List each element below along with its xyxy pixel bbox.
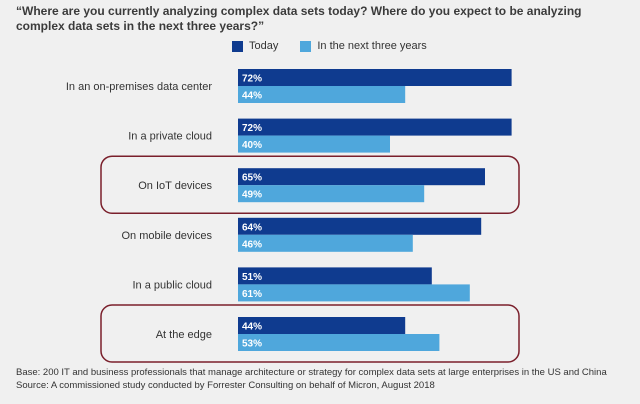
bar-future-at-the-edge (238, 334, 440, 351)
chart-footer: Base: 200 IT and business professionals … (16, 366, 636, 392)
legend-item-future: In the next three years (300, 40, 427, 52)
data-label-future-in-a-public-cloud: 61% (242, 289, 262, 300)
source-note: Source: A commissioned study conducted b… (16, 380, 435, 391)
bar-future-in-a-private-cloud (238, 135, 390, 153)
bar-future-in-a-public-cloud (238, 284, 470, 302)
highlight-box-on-iot-devices (100, 155, 520, 214)
bar-today-on-iot-devices (238, 168, 485, 186)
legend-item-today: Today (232, 40, 278, 52)
highlight-box-at-the-edge (100, 304, 520, 363)
category-label-at-the-edge: At the edge (156, 329, 212, 341)
category-label-on-mobile-devices: On mobile devices (122, 230, 213, 242)
category-label-in-a-private-cloud: In a private cloud (128, 131, 212, 143)
data-label-future-in-an-on-premises-data-center: 44% (242, 91, 262, 102)
data-label-future-in-a-private-cloud: 40% (242, 140, 262, 151)
data-label-today-at-the-edge: 44% (242, 322, 262, 333)
legend-label-today: Today (249, 40, 279, 52)
bar-future-on-mobile-devices (238, 234, 413, 252)
data-label-today-in-a-private-cloud: 72% (242, 123, 262, 134)
bar-future-in-an-on-premises-data-center (238, 86, 406, 103)
data-label-future-at-the-edge: 53% (242, 339, 262, 350)
base-note: Base: 200 IT and business professionals … (16, 367, 607, 378)
bar-today-in-an-on-premises-data-center (238, 69, 512, 86)
data-label-future-on-iot-devices: 49% (242, 190, 262, 201)
data-label-today-in-a-public-cloud: 51% (242, 272, 262, 283)
data-label-today-on-iot-devices: 65% (242, 173, 262, 184)
category-label-on-iot-devices: On IoT devices (138, 180, 212, 192)
chart-title: “Where are you currently analyzing compl… (16, 4, 582, 33)
bar-today-in-a-private-cloud (238, 118, 512, 136)
bar-future-on-iot-devices (238, 185, 425, 203)
legend-label-future: In the next three years (317, 40, 427, 52)
data-label-today-in-an-on-premises-data-center: 72% (242, 74, 262, 85)
data-label-future-on-mobile-devices: 46% (242, 239, 262, 250)
bar-today-on-mobile-devices (238, 217, 482, 235)
legend-swatch-today (232, 40, 243, 52)
category-label-in-a-public-cloud: In a public cloud (133, 279, 213, 291)
bar-today-at-the-edge (238, 317, 406, 334)
legend: Today In the next three years (232, 40, 449, 52)
data-label-today-on-mobile-devices: 64% (242, 222, 262, 233)
bar-today-in-a-public-cloud (238, 267, 432, 285)
legend-swatch-future (300, 40, 312, 52)
category-label-in-an-on-premises-data-center: In an on-premises data center (66, 81, 212, 93)
